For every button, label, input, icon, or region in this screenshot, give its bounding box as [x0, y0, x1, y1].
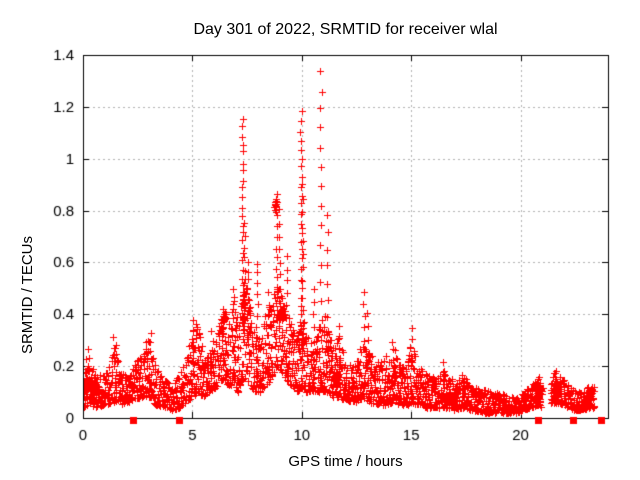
x-axis-label: GPS time / hours	[288, 453, 403, 470]
y-axis-label-text: SRMTID / TECUs	[19, 236, 36, 355]
chart-title: Day 301 of 2022, SRMTID for receiver wla…	[193, 21, 498, 38]
